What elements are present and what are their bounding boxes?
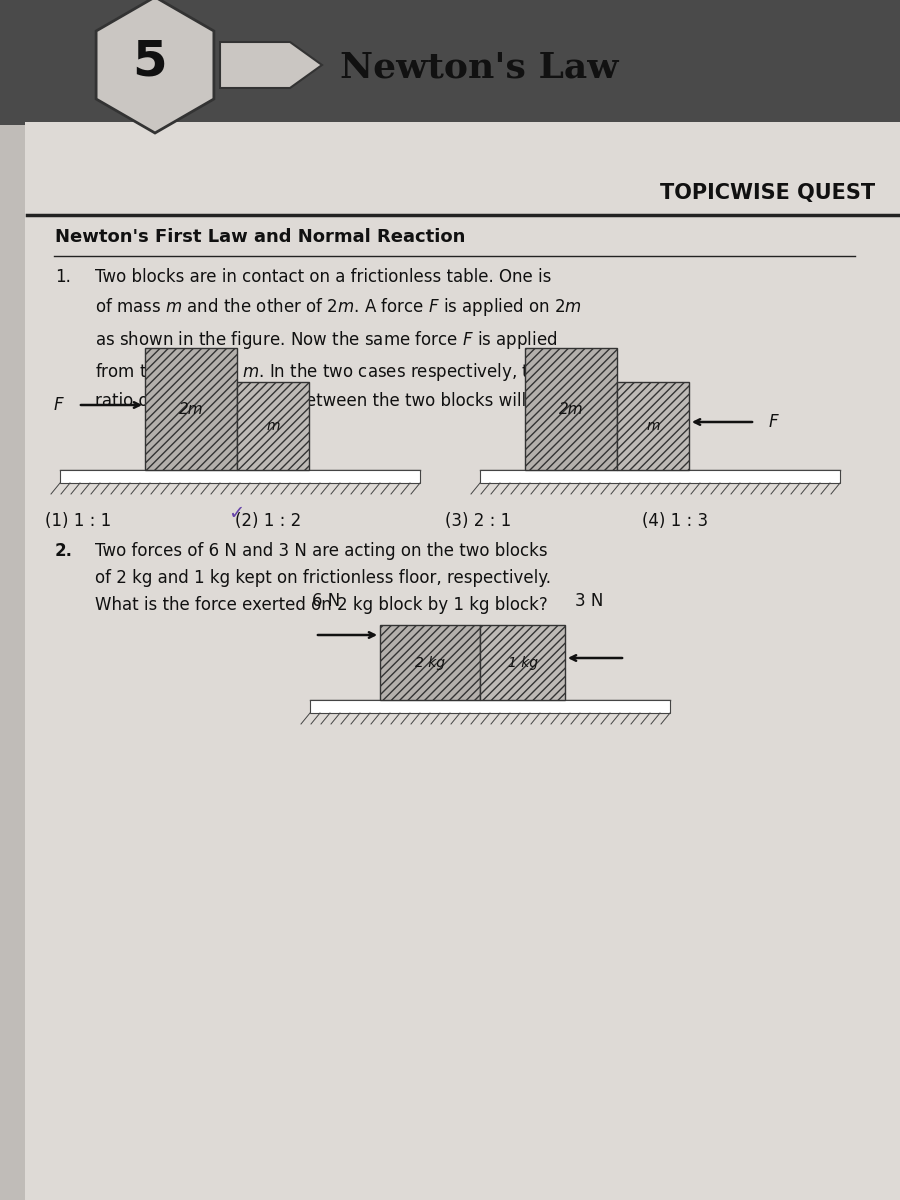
Text: m: m — [646, 419, 660, 433]
Bar — [310, 700, 670, 713]
Text: Newton's Law: Newton's Law — [340, 50, 618, 84]
Bar — [25, 122, 900, 1200]
Bar — [617, 382, 689, 470]
Bar — [145, 348, 237, 470]
Text: 2m: 2m — [179, 402, 203, 416]
Bar — [525, 348, 617, 470]
Text: (2) 1 : 2: (2) 1 : 2 — [235, 512, 302, 530]
Text: (4) 1 : 3: (4) 1 : 3 — [642, 512, 708, 530]
Text: TOPICWISE QUEST: TOPICWISE QUEST — [660, 182, 875, 203]
Text: Newton's First Law and Normal Reaction: Newton's First Law and Normal Reaction — [55, 228, 465, 246]
Text: (3) 2 : 1: (3) 2 : 1 — [445, 512, 511, 530]
Polygon shape — [220, 42, 322, 88]
Bar — [237, 382, 309, 470]
Bar — [480, 625, 565, 700]
Text: 2.: 2. — [55, 542, 73, 560]
Text: 1 kg: 1 kg — [508, 655, 537, 670]
Polygon shape — [96, 0, 214, 133]
Bar — [480, 470, 840, 482]
Text: $F$: $F$ — [768, 413, 779, 431]
Text: ✓: ✓ — [228, 504, 245, 523]
Text: 2 kg: 2 kg — [415, 655, 445, 670]
Text: Two forces of 6 N and 3 N are acting on the two blocks
of 2 kg and 1 kg kept on : Two forces of 6 N and 3 N are acting on … — [95, 542, 551, 614]
Text: 2m: 2m — [559, 402, 583, 416]
Text: 5: 5 — [132, 37, 167, 85]
Text: 6 N: 6 N — [312, 592, 340, 610]
Text: 3 N: 3 N — [575, 592, 603, 610]
Bar — [380, 625, 480, 700]
Text: 1.: 1. — [55, 268, 71, 286]
Text: (1) 1 : 1: (1) 1 : 1 — [45, 512, 112, 530]
Text: m: m — [266, 419, 280, 433]
Bar — [0, 0, 900, 125]
Text: Two blocks are in contact on a frictionless table. One is
of mass $m$ and the ot: Two blocks are in contact on a frictionl… — [95, 268, 582, 410]
Bar — [60, 470, 420, 482]
Text: $F$: $F$ — [53, 396, 65, 414]
